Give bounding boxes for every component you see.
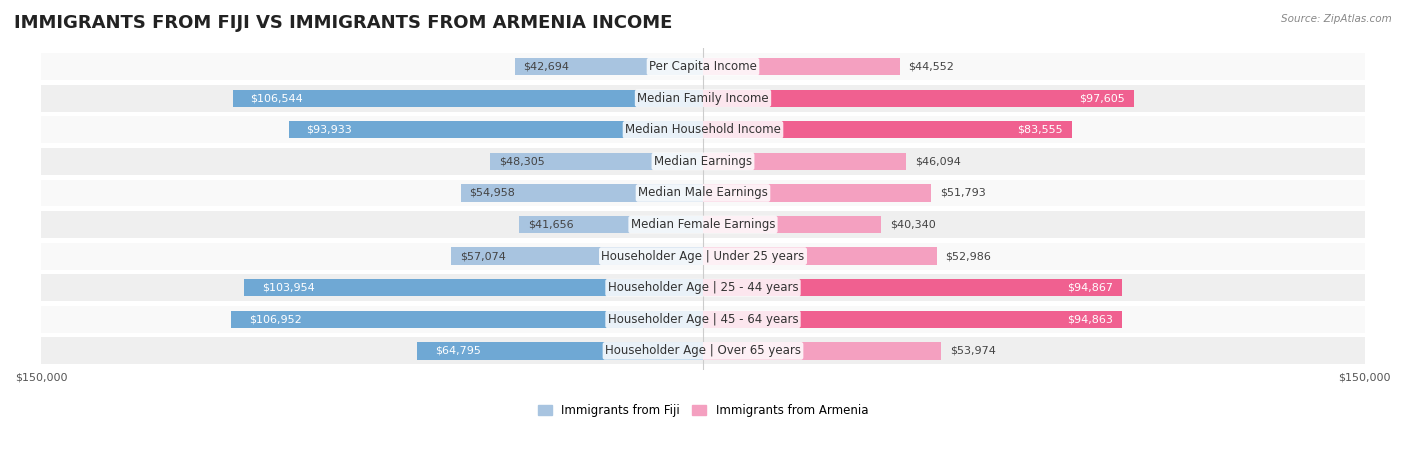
Text: Householder Age | 25 - 44 years: Householder Age | 25 - 44 years (607, 281, 799, 294)
Bar (703, 311, 1122, 328)
Bar (703, 58, 900, 75)
Text: Householder Age | Over 65 years: Householder Age | Over 65 years (605, 344, 801, 357)
Text: $40,340: $40,340 (890, 219, 935, 230)
Bar (703, 216, 882, 233)
Bar (703, 153, 907, 170)
Text: $94,863: $94,863 (1067, 314, 1112, 324)
Bar (41, 274, 1365, 301)
Text: $46,094: $46,094 (915, 156, 962, 166)
Bar (245, 279, 703, 297)
Bar (703, 342, 941, 360)
Text: $53,974: $53,974 (950, 346, 995, 356)
Bar (461, 184, 703, 202)
Bar (489, 153, 703, 170)
Text: $57,074: $57,074 (460, 251, 506, 261)
Bar (231, 311, 703, 328)
Text: $83,555: $83,555 (1017, 125, 1063, 135)
Text: $54,958: $54,958 (470, 188, 515, 198)
Bar (519, 216, 703, 233)
Text: $42,694: $42,694 (523, 62, 569, 71)
Text: $103,954: $103,954 (262, 283, 315, 293)
Bar (41, 148, 1365, 175)
Text: Median Male Earnings: Median Male Earnings (638, 186, 768, 199)
Bar (41, 179, 1365, 206)
Text: $41,656: $41,656 (529, 219, 574, 230)
Text: $52,986: $52,986 (946, 251, 991, 261)
Bar (703, 248, 936, 265)
Text: Median Household Income: Median Household Income (626, 123, 780, 136)
Bar (288, 121, 703, 139)
Bar (41, 211, 1365, 238)
Text: $48,305: $48,305 (499, 156, 544, 166)
Bar (41, 306, 1365, 333)
Bar (418, 342, 703, 360)
Text: Median Family Income: Median Family Income (637, 92, 769, 105)
Bar (41, 53, 1365, 80)
Text: $94,867: $94,867 (1067, 283, 1112, 293)
Text: Median Earnings: Median Earnings (654, 155, 752, 168)
Legend: Immigrants from Fiji, Immigrants from Armenia: Immigrants from Fiji, Immigrants from Ar… (533, 399, 873, 422)
Text: Median Female Earnings: Median Female Earnings (631, 218, 775, 231)
Bar (451, 248, 703, 265)
Bar (703, 121, 1071, 139)
Bar (703, 90, 1133, 107)
Bar (41, 85, 1365, 112)
Text: Source: ZipAtlas.com: Source: ZipAtlas.com (1281, 14, 1392, 24)
Bar (515, 58, 703, 75)
Text: $44,552: $44,552 (908, 62, 955, 71)
Text: Householder Age | 45 - 64 years: Householder Age | 45 - 64 years (607, 313, 799, 326)
Bar (703, 184, 932, 202)
Text: $64,795: $64,795 (434, 346, 481, 356)
Bar (703, 279, 1122, 297)
Text: $93,933: $93,933 (307, 125, 352, 135)
Text: IMMIGRANTS FROM FIJI VS IMMIGRANTS FROM ARMENIA INCOME: IMMIGRANTS FROM FIJI VS IMMIGRANTS FROM … (14, 14, 672, 32)
Bar (41, 116, 1365, 143)
Text: Per Capita Income: Per Capita Income (650, 60, 756, 73)
Text: $106,952: $106,952 (249, 314, 301, 324)
Text: $51,793: $51,793 (941, 188, 986, 198)
Text: $97,605: $97,605 (1078, 93, 1125, 103)
Text: Householder Age | Under 25 years: Householder Age | Under 25 years (602, 250, 804, 262)
Text: $106,544: $106,544 (250, 93, 304, 103)
Bar (41, 338, 1365, 364)
Bar (233, 90, 703, 107)
Bar (41, 243, 1365, 269)
